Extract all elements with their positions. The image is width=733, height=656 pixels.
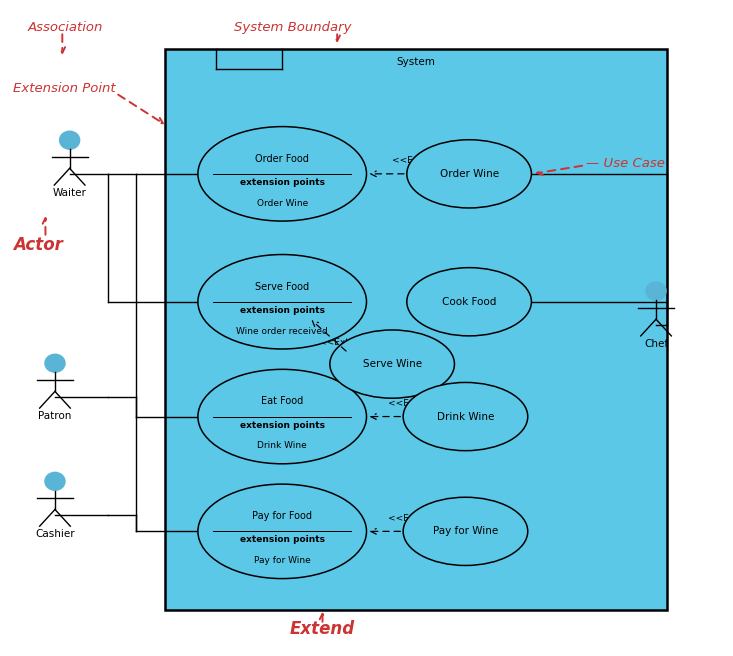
Text: Serve Wine: Serve Wine	[363, 359, 421, 369]
Text: Order Wine: Order Wine	[257, 199, 308, 207]
Circle shape	[45, 472, 65, 490]
Text: <<Extend>>: <<Extend>>	[388, 514, 450, 523]
Ellipse shape	[198, 127, 366, 221]
Text: Association: Association	[28, 21, 103, 34]
Text: Waiter: Waiter	[53, 188, 86, 198]
Text: Drink Wine: Drink Wine	[257, 441, 307, 450]
Text: Extend: Extend	[290, 620, 355, 638]
Circle shape	[646, 282, 666, 300]
Text: Eat Food: Eat Food	[261, 396, 303, 407]
Text: Pay for Food: Pay for Food	[252, 511, 312, 522]
Ellipse shape	[407, 140, 531, 208]
Ellipse shape	[198, 369, 366, 464]
Text: Chef: Chef	[644, 339, 668, 349]
Text: Patron: Patron	[38, 411, 72, 421]
Text: <<Extend>>: <<Extend>>	[388, 399, 450, 408]
Ellipse shape	[198, 484, 366, 579]
Text: Wine order received: Wine order received	[236, 327, 328, 335]
Ellipse shape	[403, 382, 528, 451]
Ellipse shape	[407, 268, 531, 336]
FancyBboxPatch shape	[165, 49, 667, 610]
Text: Pay for Wine: Pay for Wine	[254, 556, 311, 565]
Text: Cashier: Cashier	[35, 529, 75, 539]
Circle shape	[59, 131, 80, 149]
Text: System Boundary: System Boundary	[235, 21, 352, 34]
Text: Pay for Wine: Pay for Wine	[432, 526, 498, 537]
Text: System: System	[397, 57, 435, 67]
Text: <<Extend>>: <<Extend>>	[319, 338, 380, 347]
Circle shape	[45, 354, 65, 372]
Text: Serve Food: Serve Food	[255, 281, 309, 292]
Text: — Use Case: — Use Case	[586, 157, 666, 171]
Ellipse shape	[330, 330, 454, 398]
Ellipse shape	[198, 255, 366, 349]
Text: extension points: extension points	[240, 535, 325, 544]
Text: Actor: Actor	[13, 236, 63, 254]
Text: extension points: extension points	[240, 306, 325, 315]
Text: extension points: extension points	[240, 178, 325, 187]
Text: Cook Food: Cook Food	[442, 297, 496, 307]
Text: <<Extend>>: <<Extend>>	[392, 156, 454, 165]
Text: Drink Wine: Drink Wine	[437, 411, 494, 422]
Text: Extension Point: Extension Point	[13, 82, 116, 95]
Text: extension points: extension points	[240, 420, 325, 430]
Ellipse shape	[403, 497, 528, 565]
Text: Order Wine: Order Wine	[440, 169, 498, 179]
Text: Order Food: Order Food	[255, 154, 309, 164]
